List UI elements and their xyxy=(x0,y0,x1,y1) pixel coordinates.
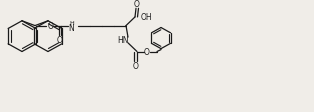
Text: N: N xyxy=(68,23,74,32)
Text: H: H xyxy=(70,20,74,26)
Text: O: O xyxy=(134,0,140,9)
Text: O: O xyxy=(48,22,54,31)
Text: O: O xyxy=(57,36,63,45)
Text: OH: OH xyxy=(140,13,152,22)
Text: O: O xyxy=(144,48,150,57)
Text: HN: HN xyxy=(117,36,129,45)
Text: O: O xyxy=(133,62,139,71)
